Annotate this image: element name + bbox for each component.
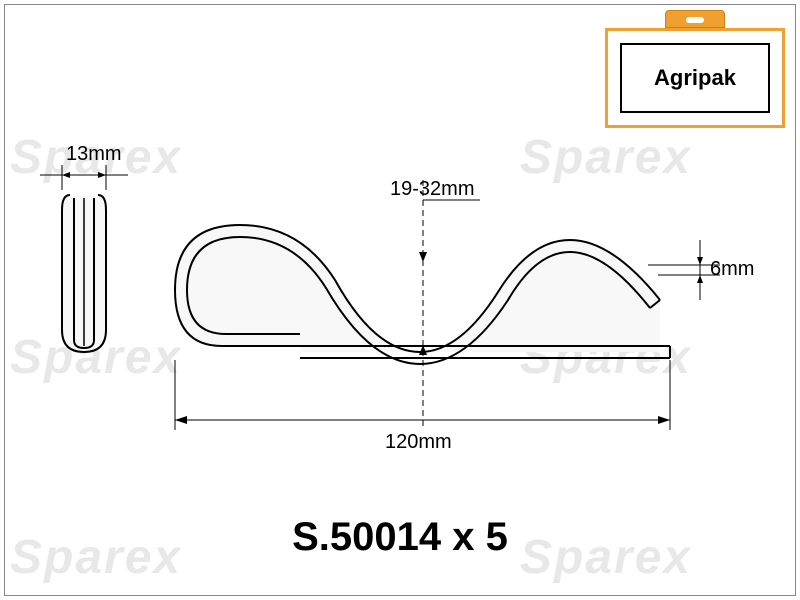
brand-box-tab bbox=[665, 10, 725, 28]
brand-box-outer: Agripak bbox=[605, 28, 785, 128]
brand-label: Agripak bbox=[654, 65, 736, 91]
shaft-range-dimension: 19-32mm bbox=[390, 178, 480, 430]
shaft-range-label: 19-32mm bbox=[390, 178, 474, 200]
part-number: S.50014 x 5 bbox=[0, 515, 800, 560]
wire-dia-label: 6mm bbox=[710, 258, 754, 280]
brand-box-inner: Agripak bbox=[620, 43, 770, 113]
width-label: 13mm bbox=[66, 143, 122, 165]
wire-dia-dimension: 6mm bbox=[648, 240, 754, 300]
brand-box: Agripak bbox=[605, 10, 785, 130]
end-view: 13mm bbox=[40, 143, 128, 352]
length-label: 120mm bbox=[385, 431, 452, 453]
